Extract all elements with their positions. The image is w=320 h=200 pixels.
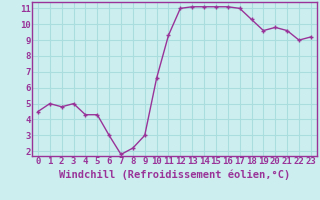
X-axis label: Windchill (Refroidissement éolien,°C): Windchill (Refroidissement éolien,°C) xyxy=(59,169,290,180)
